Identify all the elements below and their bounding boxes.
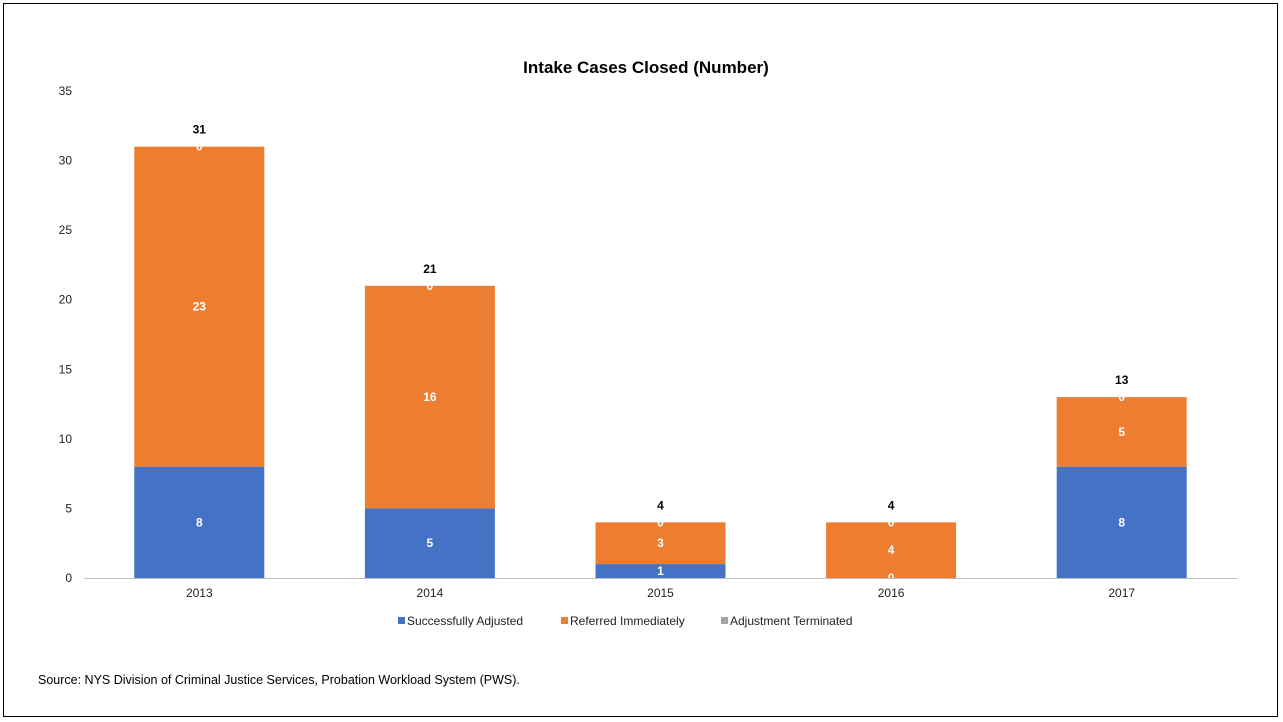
- y-tick-label: 35: [59, 84, 73, 98]
- bar-segment: [364, 508, 495, 578]
- bar-segment: [595, 522, 726, 565]
- bar-segment: [595, 564, 726, 578]
- segment-value-label: 0: [657, 515, 664, 529]
- x-tick-label: 2017: [1108, 586, 1135, 600]
- bar-segment: [1056, 466, 1187, 578]
- y-tick-label: 20: [59, 293, 73, 307]
- segment-value-label: 3: [657, 536, 664, 550]
- segment-value-label: 0: [196, 140, 203, 154]
- source-note: Source: NYS Division of Criminal Justice…: [38, 673, 520, 687]
- bar-segment: [1056, 397, 1187, 467]
- bars: [134, 146, 1187, 578]
- segment-value-label: 8: [1118, 515, 1125, 529]
- legend: Successfully Adjusted Referred Immediatel…: [398, 614, 853, 628]
- legend-swatch: [398, 617, 405, 624]
- segment-value-label: 0: [427, 279, 434, 293]
- total-value-label: 13: [1115, 373, 1129, 387]
- y-axis: 0 5 10 15 20 25 30 35: [59, 84, 73, 585]
- total-value-label: 31: [193, 123, 207, 137]
- legend-swatch: [561, 617, 568, 624]
- y-tick-label: 0: [65, 571, 72, 585]
- y-tick-label: 10: [59, 432, 73, 446]
- y-tick-label: 5: [65, 501, 72, 515]
- bar-segment: [364, 285, 495, 509]
- data-labels: 8230315160211304040485013: [193, 123, 1129, 585]
- x-tick-label: 2016: [878, 586, 905, 600]
- legend-label: Adjustment Terminated: [730, 614, 853, 628]
- legend-label: Successfully Adjusted: [407, 614, 523, 628]
- segment-value-label: 4: [888, 543, 895, 557]
- x-tick-label: 2013: [186, 586, 213, 600]
- segment-value-label: 0: [1118, 390, 1125, 404]
- x-axis: 2013 2014 2015 2016 2017: [84, 578, 1237, 600]
- segment-value-label: 5: [1118, 425, 1125, 439]
- y-tick-label: 25: [59, 223, 73, 237]
- y-tick-label: 30: [59, 154, 73, 168]
- x-tick-label: 2014: [417, 586, 444, 600]
- y-tick-label: 15: [59, 362, 73, 376]
- segment-value-label: 23: [193, 300, 207, 314]
- segment-value-label: 5: [427, 536, 434, 550]
- legend-label: Referred Immediately: [570, 614, 685, 628]
- bar-segment: [826, 522, 957, 578]
- legend-swatch: [721, 617, 728, 624]
- chart-title: Intake Cases Closed (Number): [523, 58, 769, 77]
- segment-value-label: 0: [888, 515, 895, 529]
- x-tick-label: 2015: [647, 586, 674, 600]
- segment-value-label: 1: [657, 564, 664, 578]
- total-value-label: 21: [423, 262, 437, 276]
- segment-value-label: 16: [423, 390, 437, 404]
- bar-segment: [134, 146, 265, 467]
- total-value-label: 4: [888, 498, 895, 512]
- total-value-label: 4: [657, 498, 664, 512]
- segment-value-label: 8: [196, 515, 203, 529]
- bar-segment: [134, 466, 265, 578]
